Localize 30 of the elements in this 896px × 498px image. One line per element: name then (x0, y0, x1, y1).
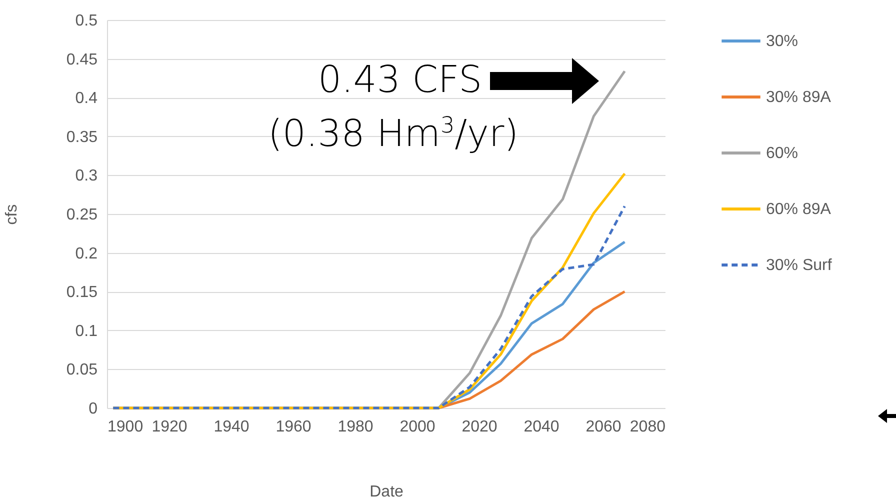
x-tick-label: 1920 (152, 418, 188, 436)
annotation: (0.38 Hm$^{3}$/yr) (268, 112, 519, 155)
y-tick-label: 0.35 (66, 128, 98, 146)
legend-label: 60% 89A (766, 201, 832, 218)
annotation: 0.43 CFS (318, 58, 482, 101)
legend-label: 30% (766, 33, 798, 50)
x-tick-label: 2060 (586, 418, 622, 436)
legend-label: 30% 89A (766, 89, 832, 106)
y-tick-label: 0.4 (75, 90, 98, 108)
y-tick-label: 0 (88, 400, 98, 418)
legend-label: 30% Surf (766, 257, 832, 274)
y-tick-label: 0.25 (66, 206, 98, 224)
y-axis-title: cfs (4, 204, 20, 225)
legend-label: 60% (766, 145, 798, 162)
x-tick-label: 2020 (462, 418, 498, 436)
y-tick-label: 0.05 (66, 362, 98, 379)
x-tick-label: 2000 (400, 418, 436, 436)
x-tick-label: 1940 (214, 418, 250, 436)
y-tick-label: 0.45 (66, 51, 98, 68)
x-tick-label: 1900 (108, 418, 144, 436)
y-tick-label: 0.5 (75, 12, 98, 30)
y-tick-label: 0.3 (75, 168, 98, 185)
y-tick-label: 0.2 (75, 245, 98, 262)
x-axis-title: Date (370, 484, 404, 498)
x-tick-label: 1960 (276, 418, 312, 436)
y-tick-label: 0.1 (75, 322, 98, 340)
y-tick-label: 0.15 (66, 284, 98, 302)
x-tick-label: 1980 (338, 418, 374, 436)
x-tick-label: 2040 (524, 418, 560, 436)
x-tick-label: 2080 (630, 418, 666, 436)
